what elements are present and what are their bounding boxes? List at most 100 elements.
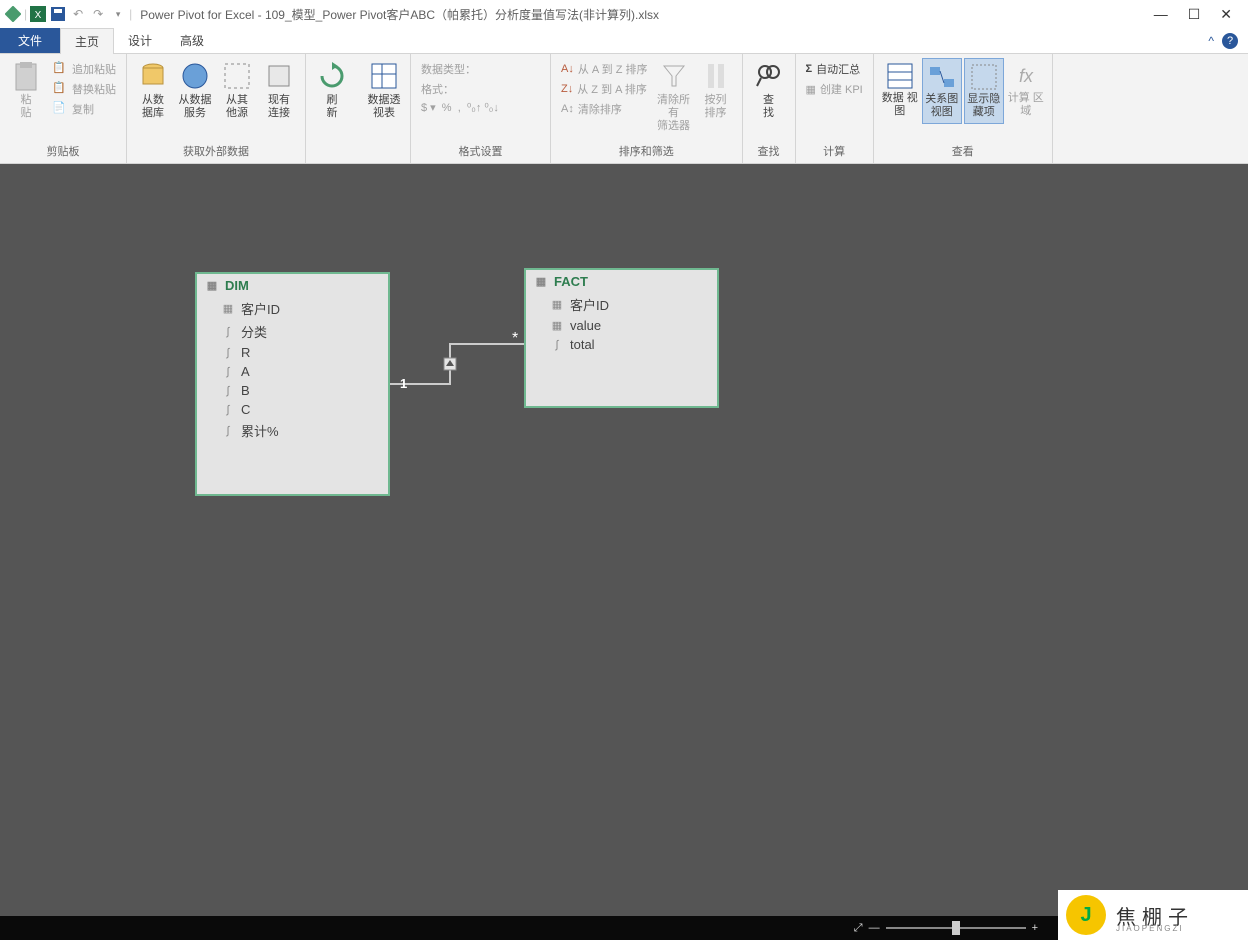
field-fact-0[interactable]: ▦客户ID bbox=[526, 293, 717, 316]
paste-button[interactable]: 粘 贴 bbox=[6, 58, 46, 122]
calc-area-label: 计算 区域 bbox=[1006, 92, 1046, 118]
svg-text:fx: fx bbox=[1019, 66, 1034, 86]
maximize-button[interactable]: ☐ bbox=[1188, 6, 1201, 23]
sort-za-button[interactable]: Z↓从 Z 到 A 排序 bbox=[557, 80, 652, 98]
table-icon: ▦ bbox=[534, 275, 548, 289]
zoom-in-icon[interactable]: + bbox=[1032, 922, 1038, 934]
group-view: 数据 视图 关系图 视图 显示隐 藏项 fx 计算 区域 查看 bbox=[874, 54, 1053, 163]
refresh-button[interactable]: 刷 新 bbox=[312, 58, 352, 122]
fit-icon[interactable]: ⤢ bbox=[854, 922, 863, 935]
measure-icon: ∫ bbox=[550, 338, 564, 352]
append-label: 追加粘贴 bbox=[72, 61, 116, 77]
from-other-button[interactable]: 从其 他源 bbox=[217, 58, 257, 122]
clear-filter-button[interactable]: 清除所有 筛选器 bbox=[654, 58, 694, 135]
qat-separator: | bbox=[24, 7, 27, 21]
relationship-line[interactable] bbox=[390, 334, 530, 374]
field-dim-4[interactable]: ∫B bbox=[197, 381, 388, 400]
watermark: J 焦棚子 JIAOPENGZI bbox=[1058, 890, 1248, 940]
minimize-button[interactable]: — bbox=[1154, 6, 1168, 23]
zoom-out-icon[interactable]: — bbox=[869, 922, 880, 934]
group-clipboard-label: 剪贴板 bbox=[6, 141, 120, 161]
field-dim-1[interactable]: ∫分类 bbox=[197, 320, 388, 343]
autosum-label: 自动汇总 bbox=[816, 61, 860, 77]
sort-za-label: 从 Z 到 A 排序 bbox=[577, 81, 647, 97]
format-label: 格式： bbox=[421, 81, 454, 97]
close-button[interactable]: ✕ bbox=[1220, 6, 1232, 23]
zoom-slider[interactable] bbox=[886, 927, 1026, 929]
qat-dropdown-icon[interactable]: ▾ bbox=[109, 5, 127, 23]
pivot-label: 数据透 视表 bbox=[368, 94, 401, 120]
kpi-button[interactable]: ▦创建 KPI bbox=[802, 80, 867, 98]
data-view-button[interactable]: 数据 视图 bbox=[880, 58, 920, 124]
save-icon[interactable] bbox=[49, 5, 67, 23]
group-view-label: 查看 bbox=[880, 141, 1046, 161]
diagram-canvas[interactable]: 1 * ▦DIM ▦客户ID ∫分类 ∫R ∫A ∫B ∫C ∫累计% ▦FAC… bbox=[0, 164, 1248, 916]
redo-icon[interactable]: ↷ bbox=[89, 5, 107, 23]
calc-area-button[interactable]: fx 计算 区域 bbox=[1006, 58, 1046, 124]
table-dim-title: DIM bbox=[225, 278, 249, 293]
diagram-view-label: 关系图 视图 bbox=[923, 93, 961, 119]
group-clipboard: 粘 贴 📋追加粘贴 📋替换粘贴 📄复制 剪贴板 bbox=[0, 54, 127, 163]
datatype-dropdown[interactable]: 数据类型： bbox=[417, 60, 503, 78]
field-dim-3[interactable]: ∫A bbox=[197, 362, 388, 381]
from-service-button[interactable]: 从数据 服务 bbox=[175, 58, 215, 122]
group-refresh: 刷 新 bbox=[306, 54, 358, 163]
field-dim-0[interactable]: ▦客户ID bbox=[197, 297, 388, 320]
find-button[interactable]: 查 找 bbox=[749, 58, 789, 122]
from-db-button[interactable]: 从数 据库 bbox=[133, 58, 173, 122]
show-hidden-button[interactable]: 显示隐 藏项 bbox=[964, 58, 1004, 124]
group-getdata: 从数 据库 从数据 服务 从其 他源 现有 连接 获取外部数据 bbox=[127, 54, 306, 163]
quick-access-toolbar: | X ↶ ↷ ▾ | bbox=[4, 5, 132, 23]
copy-button[interactable]: 📄复制 bbox=[48, 100, 120, 118]
field-dim-6[interactable]: ∫累计% bbox=[197, 419, 388, 442]
table-fact[interactable]: ▦ FACT ▦客户ID ▦value ∫total bbox=[524, 268, 719, 408]
help-icon[interactable]: ? bbox=[1222, 33, 1238, 49]
autosum-button[interactable]: Σ自动汇总 bbox=[802, 60, 867, 78]
existing-conn-button[interactable]: 现有 连接 bbox=[259, 58, 299, 122]
field-dim-5[interactable]: ∫C bbox=[197, 400, 388, 419]
append-paste-button[interactable]: 📋追加粘贴 bbox=[48, 60, 120, 78]
tab-file[interactable]: 文件 bbox=[0, 28, 60, 53]
format-tools[interactable]: $ ▾ % , ⁰₀↑ ⁰₀↓ bbox=[417, 100, 503, 115]
show-hidden-label: 显示隐 藏项 bbox=[965, 93, 1003, 119]
diagram-view-button[interactable]: 关系图 视图 bbox=[922, 58, 962, 124]
window-title: Power Pivot for Excel - 109_模型_Power Piv… bbox=[140, 6, 659, 23]
sort-bycol-label: 按列 排序 bbox=[705, 94, 727, 120]
pivot-button[interactable]: 数据透 视表 bbox=[364, 58, 404, 122]
find-label: 查 找 bbox=[763, 94, 774, 120]
undo-icon[interactable]: ↶ bbox=[69, 5, 87, 23]
field-fact-2[interactable]: ∫total bbox=[526, 335, 717, 354]
ribbon-right: ^ ? bbox=[1208, 28, 1248, 53]
measure-icon: ∫ bbox=[221, 365, 235, 379]
tab-design[interactable]: 设计 bbox=[114, 28, 166, 53]
field-dim-2[interactable]: ∫R bbox=[197, 343, 388, 362]
clear-filter-label: 清除所有 筛选器 bbox=[656, 94, 692, 133]
collapse-ribbon-icon[interactable]: ^ bbox=[1208, 34, 1214, 48]
measure-icon: ∫ bbox=[221, 403, 235, 417]
sort-bycol-button[interactable]: 按列 排序 bbox=[696, 58, 736, 122]
field-fact-1[interactable]: ▦value bbox=[526, 316, 717, 335]
table-fact-header[interactable]: ▦ FACT bbox=[526, 270, 717, 293]
table-fact-title: FACT bbox=[554, 274, 588, 289]
group-calc-label: 计算 bbox=[802, 141, 867, 161]
format-dropdown[interactable]: 格式： bbox=[417, 80, 503, 98]
zoom-control[interactable]: ⤢ — + bbox=[854, 922, 1038, 935]
group-find-label: 查找 bbox=[749, 141, 789, 161]
tab-advanced[interactable]: 高级 bbox=[166, 28, 218, 53]
tab-home[interactable]: 主页 bbox=[60, 28, 114, 54]
excel-icon[interactable]: X bbox=[29, 5, 47, 23]
group-find: 查 找 查找 bbox=[743, 54, 796, 163]
measure-icon: ∫ bbox=[221, 384, 235, 398]
sort-az-button[interactable]: A↓从 A 到 Z 排序 bbox=[557, 60, 652, 78]
clear-sort-button[interactable]: A↕清除排序 bbox=[557, 100, 652, 118]
measure-icon: ∫ bbox=[221, 424, 235, 438]
group-sort: A↓从 A 到 Z 排序 Z↓从 Z 到 A 排序 A↕清除排序 清除所有 筛选… bbox=[551, 54, 743, 163]
group-getdata-label: 获取外部数据 bbox=[133, 141, 299, 161]
replace-paste-button[interactable]: 📋替换粘贴 bbox=[48, 80, 120, 98]
svg-text:X: X bbox=[35, 10, 42, 21]
existing-conn-label: 现有 连接 bbox=[268, 94, 290, 120]
table-dim-header[interactable]: ▦DIM bbox=[197, 274, 388, 297]
column-icon: ▦ bbox=[221, 302, 235, 316]
table-dim[interactable]: ▦DIM ▦客户ID ∫分类 ∫R ∫A ∫B ∫C ∫累计% bbox=[195, 272, 390, 496]
from-db-label: 从数 据库 bbox=[142, 94, 164, 120]
